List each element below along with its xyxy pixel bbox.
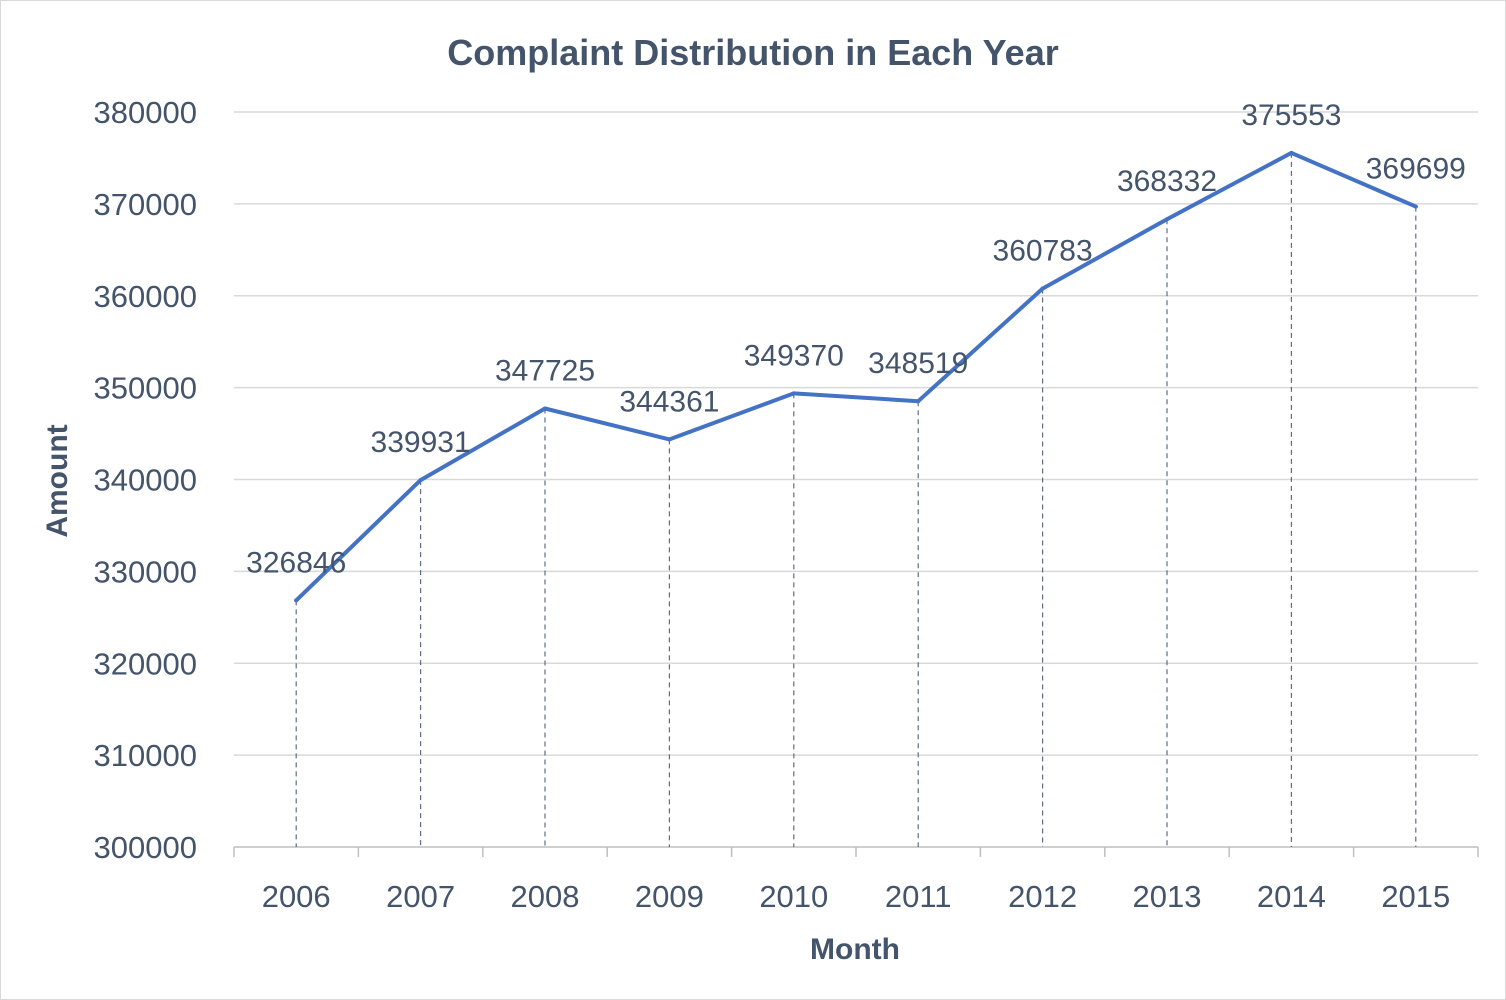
x-axis-title: Month <box>810 933 900 966</box>
data-label: 369699 <box>1366 153 1466 186</box>
x-tick-label: 2014 <box>1257 879 1326 914</box>
chart-title: Complaint Distribution in Each Year <box>447 32 1058 73</box>
x-tick-label: 2009 <box>635 879 704 914</box>
data-label: 344361 <box>619 385 719 418</box>
y-tick-label: 360000 <box>94 279 197 314</box>
y-tick-label: 330000 <box>94 554 197 589</box>
axes: 300000 310000 320000 330000 340000 350000 3600… <box>94 95 1479 914</box>
gridlines <box>234 111 1478 756</box>
x-tick-label: 2011 <box>885 879 952 914</box>
x-tick-label: 2008 <box>511 879 580 914</box>
x-tick-label: 2013 <box>1133 879 1202 914</box>
y-axis-title: Amount <box>41 424 74 537</box>
x-tick-label: 2010 <box>759 879 828 914</box>
x-tick-label: 2012 <box>1008 879 1077 914</box>
data-point <box>418 478 423 483</box>
data-label: 360783 <box>993 235 1093 268</box>
data-point <box>791 391 796 396</box>
series <box>294 150 1418 603</box>
y-tick-label: 370000 <box>94 187 197 222</box>
data-point <box>667 437 672 442</box>
data-label: 339931 <box>371 426 471 459</box>
data-point <box>1165 217 1169 222</box>
data-point <box>1040 286 1045 291</box>
data-label: 326846 <box>246 546 346 579</box>
series-line <box>294 150 1418 603</box>
y-tick-label: 310000 <box>94 738 197 773</box>
data-point <box>916 399 921 404</box>
y-tick-label: 300000 <box>94 830 197 865</box>
data-label: 368332 <box>1117 165 1217 198</box>
data-label: 348519 <box>868 347 968 380</box>
data-point <box>1289 150 1294 155</box>
x-tick-label: 2015 <box>1381 879 1450 914</box>
y-tick-label: 320000 <box>94 646 197 681</box>
data-point <box>294 598 299 603</box>
y-tick-label: 380000 <box>94 95 197 130</box>
x-tick-label: 2006 <box>262 879 331 914</box>
data-label: 347725 <box>495 355 595 388</box>
data-label: 349370 <box>744 339 844 372</box>
data-point <box>543 406 547 411</box>
data-label: 375553 <box>1241 99 1341 132</box>
data-point <box>1413 204 1418 209</box>
y-tick-label: 350000 <box>94 371 197 406</box>
data-labels: 326846 339931 347725 344361 349370 348519 3607… <box>246 99 1466 579</box>
y-tick-label: 340000 <box>94 463 197 498</box>
drop-lines <box>295 152 1417 847</box>
x-tick-label: 2007 <box>386 879 455 914</box>
